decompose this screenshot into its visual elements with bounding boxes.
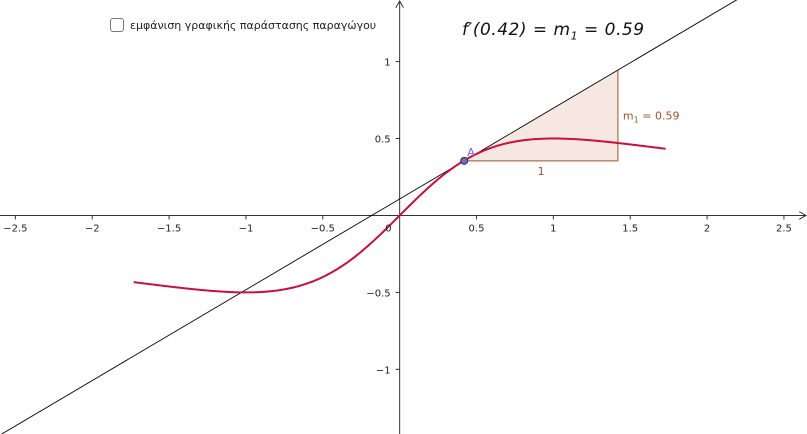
x-tick-label: −2 (85, 223, 100, 234)
show-derivative-checkbox-row[interactable]: εμφάνιση γραφικής παράστασης παραγώγου (110, 18, 376, 32)
x-tick-label: −0.5 (311, 223, 335, 234)
point-a[interactable] (460, 156, 469, 165)
x-tick-label: −2.5 (3, 223, 27, 234)
formula-equals-2: = (578, 20, 605, 40)
y-tick-label: 0.5 (375, 135, 391, 146)
triangle-run-label: 1 (538, 165, 545, 178)
x-tick-label: 2.5 (776, 223, 792, 234)
formula-m-sub: 1 (570, 29, 579, 43)
x-tick-label: −1 (239, 223, 254, 234)
derivative-formula: f′(0.42) = m1 = 0.59 (462, 20, 645, 42)
x-tick-label: 1.5 (622, 223, 638, 234)
formula-lhs: f′(0.42) (462, 20, 527, 40)
formula-value: 0.59 (604, 20, 645, 40)
x-tick-label: 1 (550, 223, 556, 234)
x-tick-label: −1.5 (157, 223, 181, 234)
x-tick-label: 2 (704, 223, 710, 234)
y-tick-label: −0.5 (366, 288, 390, 299)
y-tick-label: 1 (384, 58, 390, 69)
x-tick-label: 0.5 (469, 223, 485, 234)
y-tick-label: −1 (376, 365, 391, 376)
formula-m: m (553, 20, 571, 40)
function-curve (133, 137, 666, 294)
formula-equals-1: = (526, 20, 554, 40)
triangle-rise-label: m1 = 0.59 (623, 109, 680, 124)
point-a-label: A (467, 146, 475, 159)
origin-label: 0 (385, 223, 391, 234)
show-derivative-label: εμφάνιση γραφικής παράστασης παραγώγου (130, 18, 377, 32)
show-derivative-checkbox[interactable] (110, 18, 124, 32)
